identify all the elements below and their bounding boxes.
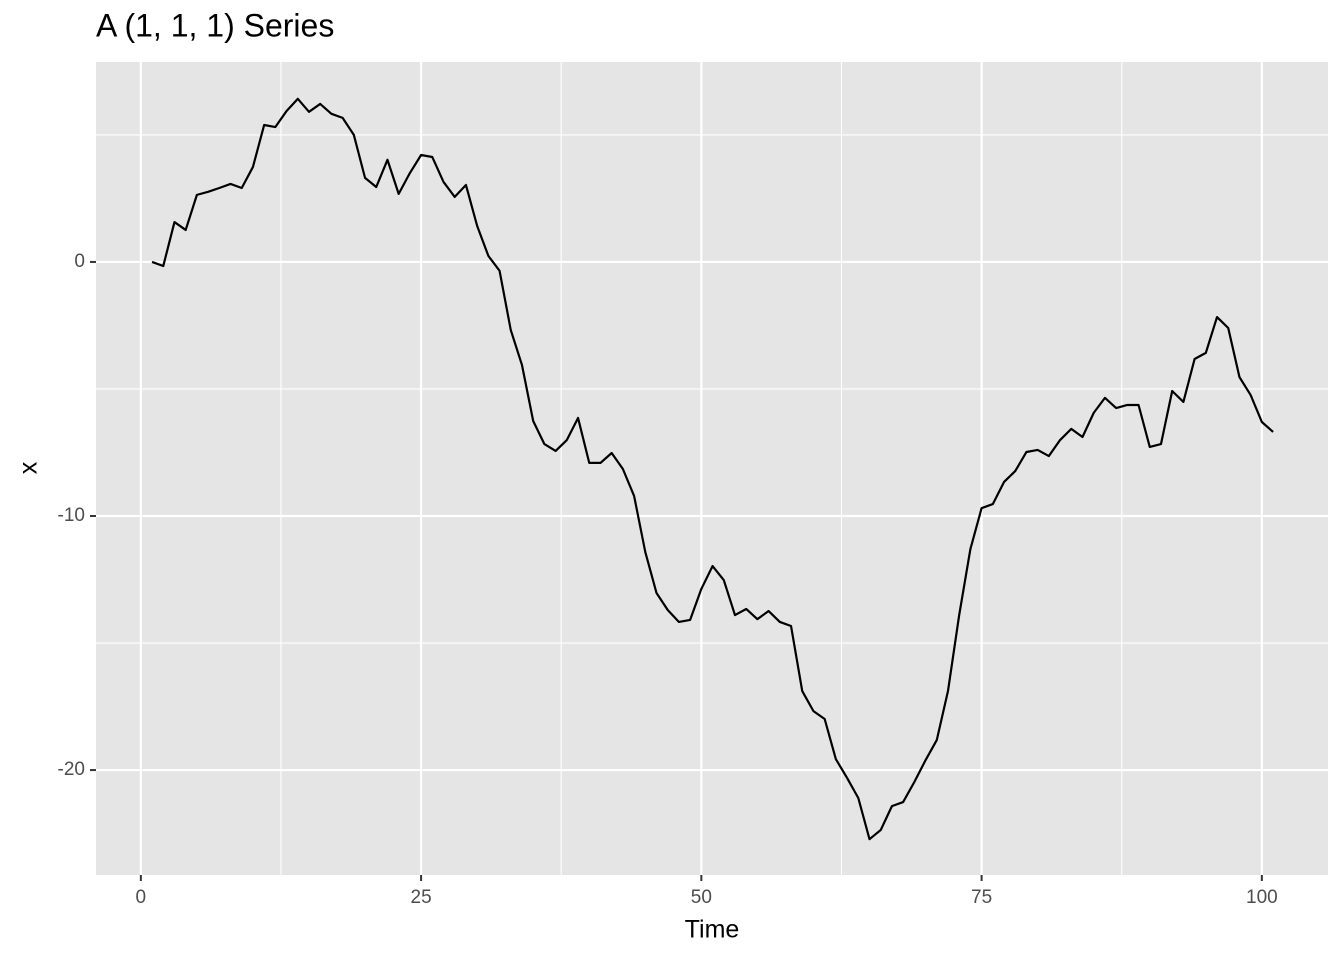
x-tick-label: 0: [136, 887, 147, 908]
series-line: [151, 97, 1274, 841]
chart-title: A (1, 1, 1) Series: [96, 7, 334, 43]
x-axis-title: Time: [685, 916, 740, 944]
y-tick-label: -10: [58, 505, 85, 526]
panel: [96, 62, 1328, 875]
x-tick-label: 25: [411, 887, 432, 908]
y-tick-label: -20: [58, 759, 85, 780]
y-tick-label: 0: [74, 251, 85, 272]
y-axis-title: x: [15, 461, 43, 474]
x-tick-label: 50: [691, 887, 712, 908]
x-tick-label: 75: [971, 887, 992, 908]
x-tick-label: 100: [1246, 887, 1278, 908]
